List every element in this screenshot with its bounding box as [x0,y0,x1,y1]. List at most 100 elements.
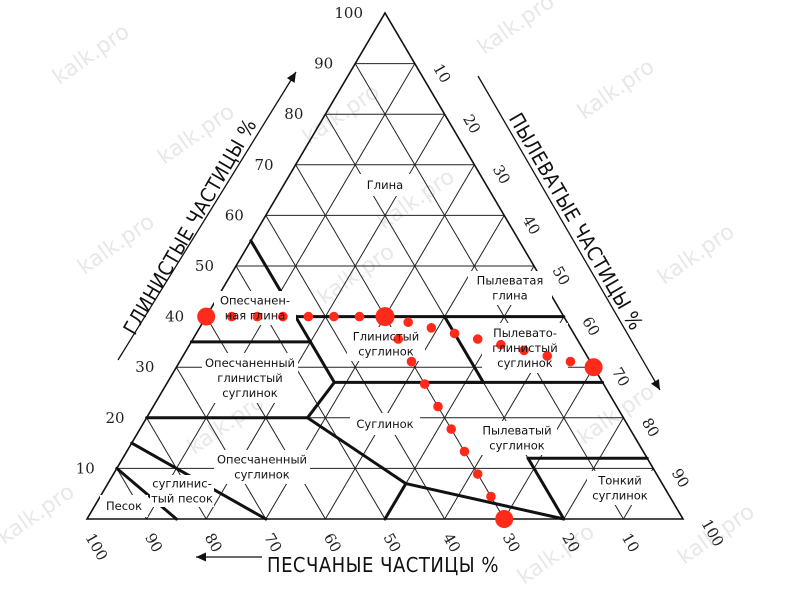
region-label-sandy-loam: Опесчаненный [217,453,307,467]
region-boundary [306,380,336,420]
region-label-silty-clay-loam: суглинок [497,356,553,370]
sand-tick-label: 70 [260,530,285,556]
grid-line-silt [384,265,535,520]
path-dot [542,351,553,361]
clay-tick-label: 20 [106,409,125,427]
path-dot [406,356,417,367]
region-label-bg [587,471,653,505]
region-boundary [383,482,408,521]
silt-tick-label: 30 [489,162,514,188]
region-label-backgrounds [100,174,653,517]
path-dot [446,424,457,434]
path-dot [393,334,404,344]
silt-axis-arrow-head [651,379,660,390]
watermark-text: kalk.pro [313,239,399,310]
sand-tick-label: 80 [201,530,226,556]
region-label-clay-loam: Глинистый [353,330,419,344]
path-dot [519,345,529,356]
path-dot [565,356,576,367]
clay-tick-label: 100 [334,4,363,22]
clay-tick-label: 80 [284,105,303,123]
silt-tick-label: 60 [578,314,603,340]
clay-axis-arrow [117,71,297,361]
region-label-clay-loam: суглинок [358,345,414,359]
path-dot [433,401,443,412]
path-dot [486,491,496,502]
path-dot [472,469,483,479]
region-label-sandy-loam: суглинок [234,468,290,482]
region-label-silty-clay-loam: Пылевато- [493,326,557,340]
region-label-loamy-sand: тый песок [151,492,213,506]
region-label-bg [202,353,298,403]
sand-tick-label: 10 [618,530,643,556]
clay-tick-label: 70 [255,156,274,174]
path-dot [354,311,365,322]
path-dot [226,311,237,322]
watermark-text: kalk.pro [573,54,659,125]
sand-tick-label: 90 [141,530,166,556]
watermark-text: kalk.pro [48,19,134,90]
region-label-bg [100,495,148,517]
path-dot [278,311,288,322]
clay-tick-label: 10 [76,459,95,477]
region-label-sandy-clay-loam: Опесчаненный [205,356,295,370]
sand-tick-label: 40 [439,530,464,556]
clay-axis-arrow-head [286,72,296,83]
sand-tick-label: 30 [499,530,524,556]
clay-tick-label: 40 [165,308,184,326]
sand-value-marker [495,510,514,528]
path-dot [403,317,413,328]
silt-tick-label: 10 [429,61,454,87]
watermark-text: kalk.pro [573,379,659,450]
region-label-silty-clay-loam: глинистый [492,341,557,355]
region-label-bg [468,271,552,305]
silt-tick-label: 40 [519,212,544,238]
sand-axis-title: ПЕСЧАНЫЕ ЧАСТИЦЫ % [267,553,499,577]
clay-tick-label: 60 [225,206,244,224]
region-label-bg [347,327,425,361]
axis-arrows [117,71,661,562]
sand-tick-label: 60 [320,530,345,556]
watermark-text: kalk.pro [513,519,599,590]
clay-tick-label: 90 [314,55,333,73]
region-label-sandy-clay-loam: глинистый [217,371,282,385]
region-label-loam: Суглинок [356,417,413,431]
silt-value-marker [584,358,603,377]
path-dot [426,323,437,333]
region-boundary [404,482,566,521]
region-label-silty-clay: глина [492,289,527,303]
path-dot [459,446,470,457]
region-boundaries [115,239,649,521]
silt-axis-arrow [477,75,661,391]
silt-tick-label: 50 [549,263,574,289]
path-dot [303,311,314,322]
region-label-sand: Песок [106,499,142,513]
region-label-loamy-sand: суглинис- [152,477,211,491]
watermark-text: kalk.pro [73,209,159,280]
sand-tick-label: 100 [82,530,112,564]
sand-axis-arrow-head [196,552,206,562]
region-label-bg [355,174,415,196]
region-label-silt-loam: Пылеватый [482,424,551,438]
path-dot [329,311,339,322]
region-label-silt-loam: суглинок [489,439,545,453]
region-boundary [443,315,485,384]
grid-line-silt [563,417,624,520]
watermark-text: kalk.pro [0,479,79,550]
silt-tick-label: 70 [608,364,633,390]
path-dot [419,379,430,389]
clay-tick-label: 50 [195,257,214,275]
region-boundary [115,466,178,521]
silt-tick-label: 80 [638,415,663,441]
region-label-bg [214,450,310,484]
silt-tick-label: 90 [668,465,693,491]
watermark-text: kalk.pro [653,219,739,290]
path-dot [496,339,506,350]
region-boundary [294,315,336,384]
region-boundary [306,416,408,486]
region-label-bg [150,475,214,507]
path-dot [472,334,483,344]
sand-tick-label: 50 [380,530,405,556]
clay-value-marker [197,307,216,326]
